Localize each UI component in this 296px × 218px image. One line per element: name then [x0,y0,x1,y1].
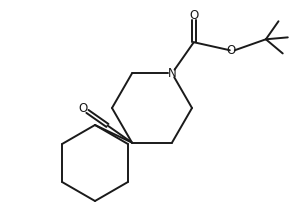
Text: O: O [79,102,88,115]
Text: O: O [189,9,198,22]
Text: O: O [226,44,235,57]
Text: N: N [168,67,176,80]
